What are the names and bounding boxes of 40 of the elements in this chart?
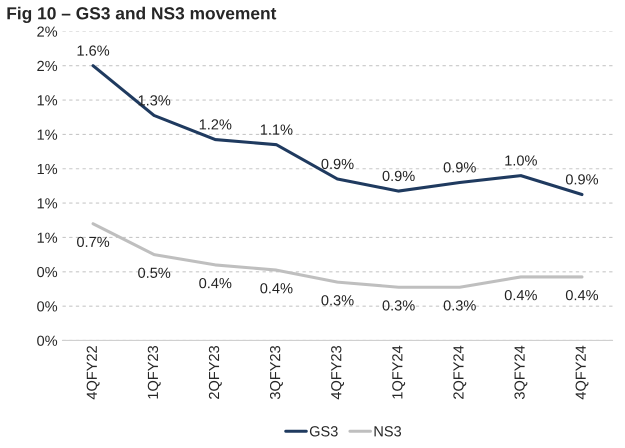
y-tick-label: 0% [37,336,58,346]
y-tick-label: 1% [38,130,58,140]
data-label: 0.4% [504,290,537,300]
x-tick-label: 2QFY24 [453,346,466,399]
data-label: 1.3% [138,95,170,106]
chart-title: Fig 10 – GS3 and NS3 movement [7,6,276,23]
data-label: 0.5% [138,268,170,278]
x-tick-label: 3QFY24 [514,346,528,400]
y-tick-label: 1% [38,95,58,106]
data-label: 0.3% [321,295,354,306]
x-tick-label: 4QFY22 [86,346,100,400]
x-tick-label: 3QFY23 [270,346,283,400]
y-tick-label: 2% [37,26,58,37]
x-tick-label: 2QFY23 [208,346,222,399]
y-tick-label: 0% [37,266,58,278]
x-tick-label: 4QFY24 [576,346,588,400]
data-label: 1.6% [78,45,110,56]
data-label: 0.9% [382,170,415,182]
y-tick-label: 1% [38,164,58,174]
y-tick-label: 1% [38,198,58,208]
data-label: 1.1% [260,124,292,135]
data-label: 0.3% [444,300,476,311]
data-label: 0.4% [566,290,598,300]
y-tick-label: 0% [37,301,58,312]
data-label: 0.9% [566,174,598,185]
y-tick-label: 2% [37,60,58,72]
data-label: 0.9% [321,158,354,170]
x-tick-label: 1QFY24 [392,346,406,399]
data-label: 0.4% [199,278,232,288]
x-tick-label: 1QFY23 [148,346,161,399]
y-tick-label: 1% [38,232,58,243]
legend-label: GS3 [310,426,338,436]
data-label: 0.7% [77,236,110,248]
legend-label: NS3 [374,426,402,436]
data-label: 0.3% [382,300,415,311]
data-label: 1.0% [505,155,537,166]
data-label: 0.4% [260,283,292,294]
data-label: 0.9% [444,162,476,173]
x-tick-label: 4QFY23 [331,346,344,400]
data-label: 1.2% [200,119,232,130]
